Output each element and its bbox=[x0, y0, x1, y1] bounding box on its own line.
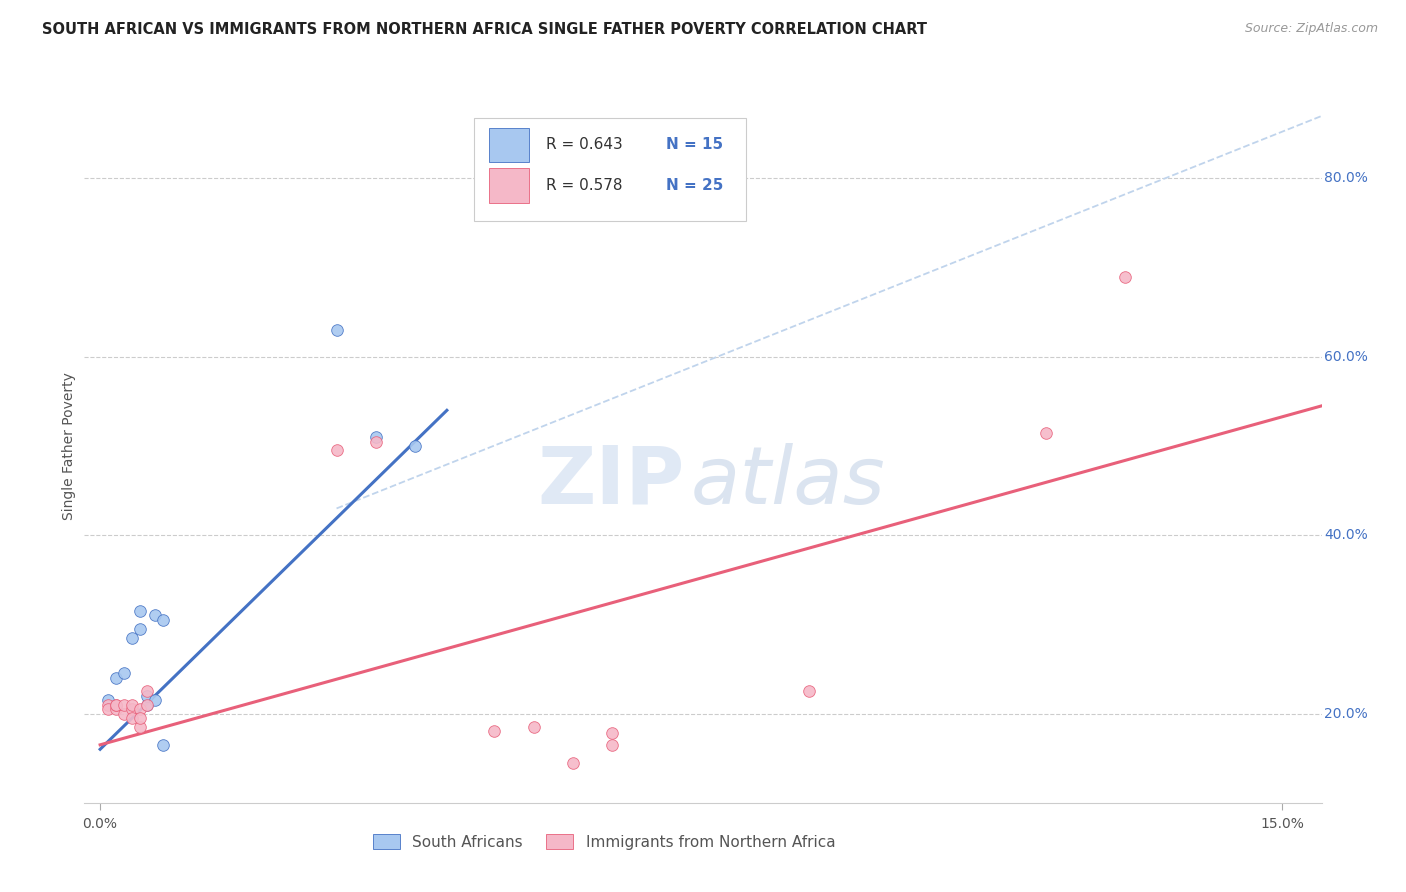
Point bbox=[562, 756, 585, 770]
Point bbox=[364, 434, 387, 449]
Text: atlas: atlas bbox=[690, 442, 886, 521]
FancyBboxPatch shape bbox=[489, 128, 529, 162]
Point bbox=[143, 608, 166, 623]
Text: Source: ZipAtlas.com: Source: ZipAtlas.com bbox=[1244, 22, 1378, 36]
Point bbox=[152, 613, 174, 627]
Point bbox=[121, 631, 143, 645]
Point bbox=[602, 738, 624, 752]
Point bbox=[136, 698, 159, 712]
Text: 60.0%: 60.0% bbox=[1324, 350, 1368, 364]
Point bbox=[482, 724, 505, 739]
Text: N = 15: N = 15 bbox=[666, 137, 723, 153]
Point bbox=[121, 711, 143, 725]
Point bbox=[104, 671, 127, 685]
FancyBboxPatch shape bbox=[489, 169, 529, 202]
Point bbox=[104, 698, 127, 712]
Point bbox=[325, 443, 347, 458]
Point bbox=[97, 693, 120, 707]
Point bbox=[325, 323, 347, 337]
Point bbox=[104, 702, 127, 716]
Point bbox=[1035, 425, 1057, 440]
Point bbox=[112, 698, 135, 712]
Text: 40.0%: 40.0% bbox=[1324, 528, 1368, 542]
Text: SOUTH AFRICAN VS IMMIGRANTS FROM NORTHERN AFRICA SINGLE FATHER POVERTY CORRELATI: SOUTH AFRICAN VS IMMIGRANTS FROM NORTHER… bbox=[42, 22, 927, 37]
Point bbox=[128, 720, 150, 734]
Point bbox=[152, 738, 174, 752]
Point bbox=[97, 702, 120, 716]
Point bbox=[143, 693, 166, 707]
Point bbox=[799, 684, 821, 698]
Legend: South Africans, Immigrants from Northern Africa: South Africans, Immigrants from Northern… bbox=[367, 828, 841, 855]
Point bbox=[128, 604, 150, 618]
Point bbox=[404, 439, 426, 453]
Point bbox=[364, 430, 387, 444]
Y-axis label: Single Father Poverty: Single Father Poverty bbox=[62, 372, 76, 520]
Point bbox=[121, 702, 143, 716]
Point bbox=[112, 706, 135, 721]
Text: 20.0%: 20.0% bbox=[1324, 706, 1368, 721]
Point bbox=[522, 720, 544, 734]
Point bbox=[104, 698, 127, 712]
Point bbox=[1114, 269, 1136, 284]
Point bbox=[136, 698, 159, 712]
Text: 80.0%: 80.0% bbox=[1324, 171, 1368, 186]
FancyBboxPatch shape bbox=[474, 118, 747, 221]
Text: R = 0.643: R = 0.643 bbox=[546, 137, 623, 153]
Point bbox=[602, 726, 624, 740]
Point bbox=[128, 711, 150, 725]
Point bbox=[136, 684, 159, 698]
Point bbox=[97, 698, 120, 712]
Point bbox=[112, 666, 135, 681]
Point bbox=[136, 689, 159, 703]
Point bbox=[128, 702, 150, 716]
Point bbox=[128, 622, 150, 636]
Text: R = 0.578: R = 0.578 bbox=[546, 178, 623, 193]
Text: N = 25: N = 25 bbox=[666, 178, 723, 193]
Text: ZIP: ZIP bbox=[537, 442, 685, 521]
Point bbox=[121, 698, 143, 712]
